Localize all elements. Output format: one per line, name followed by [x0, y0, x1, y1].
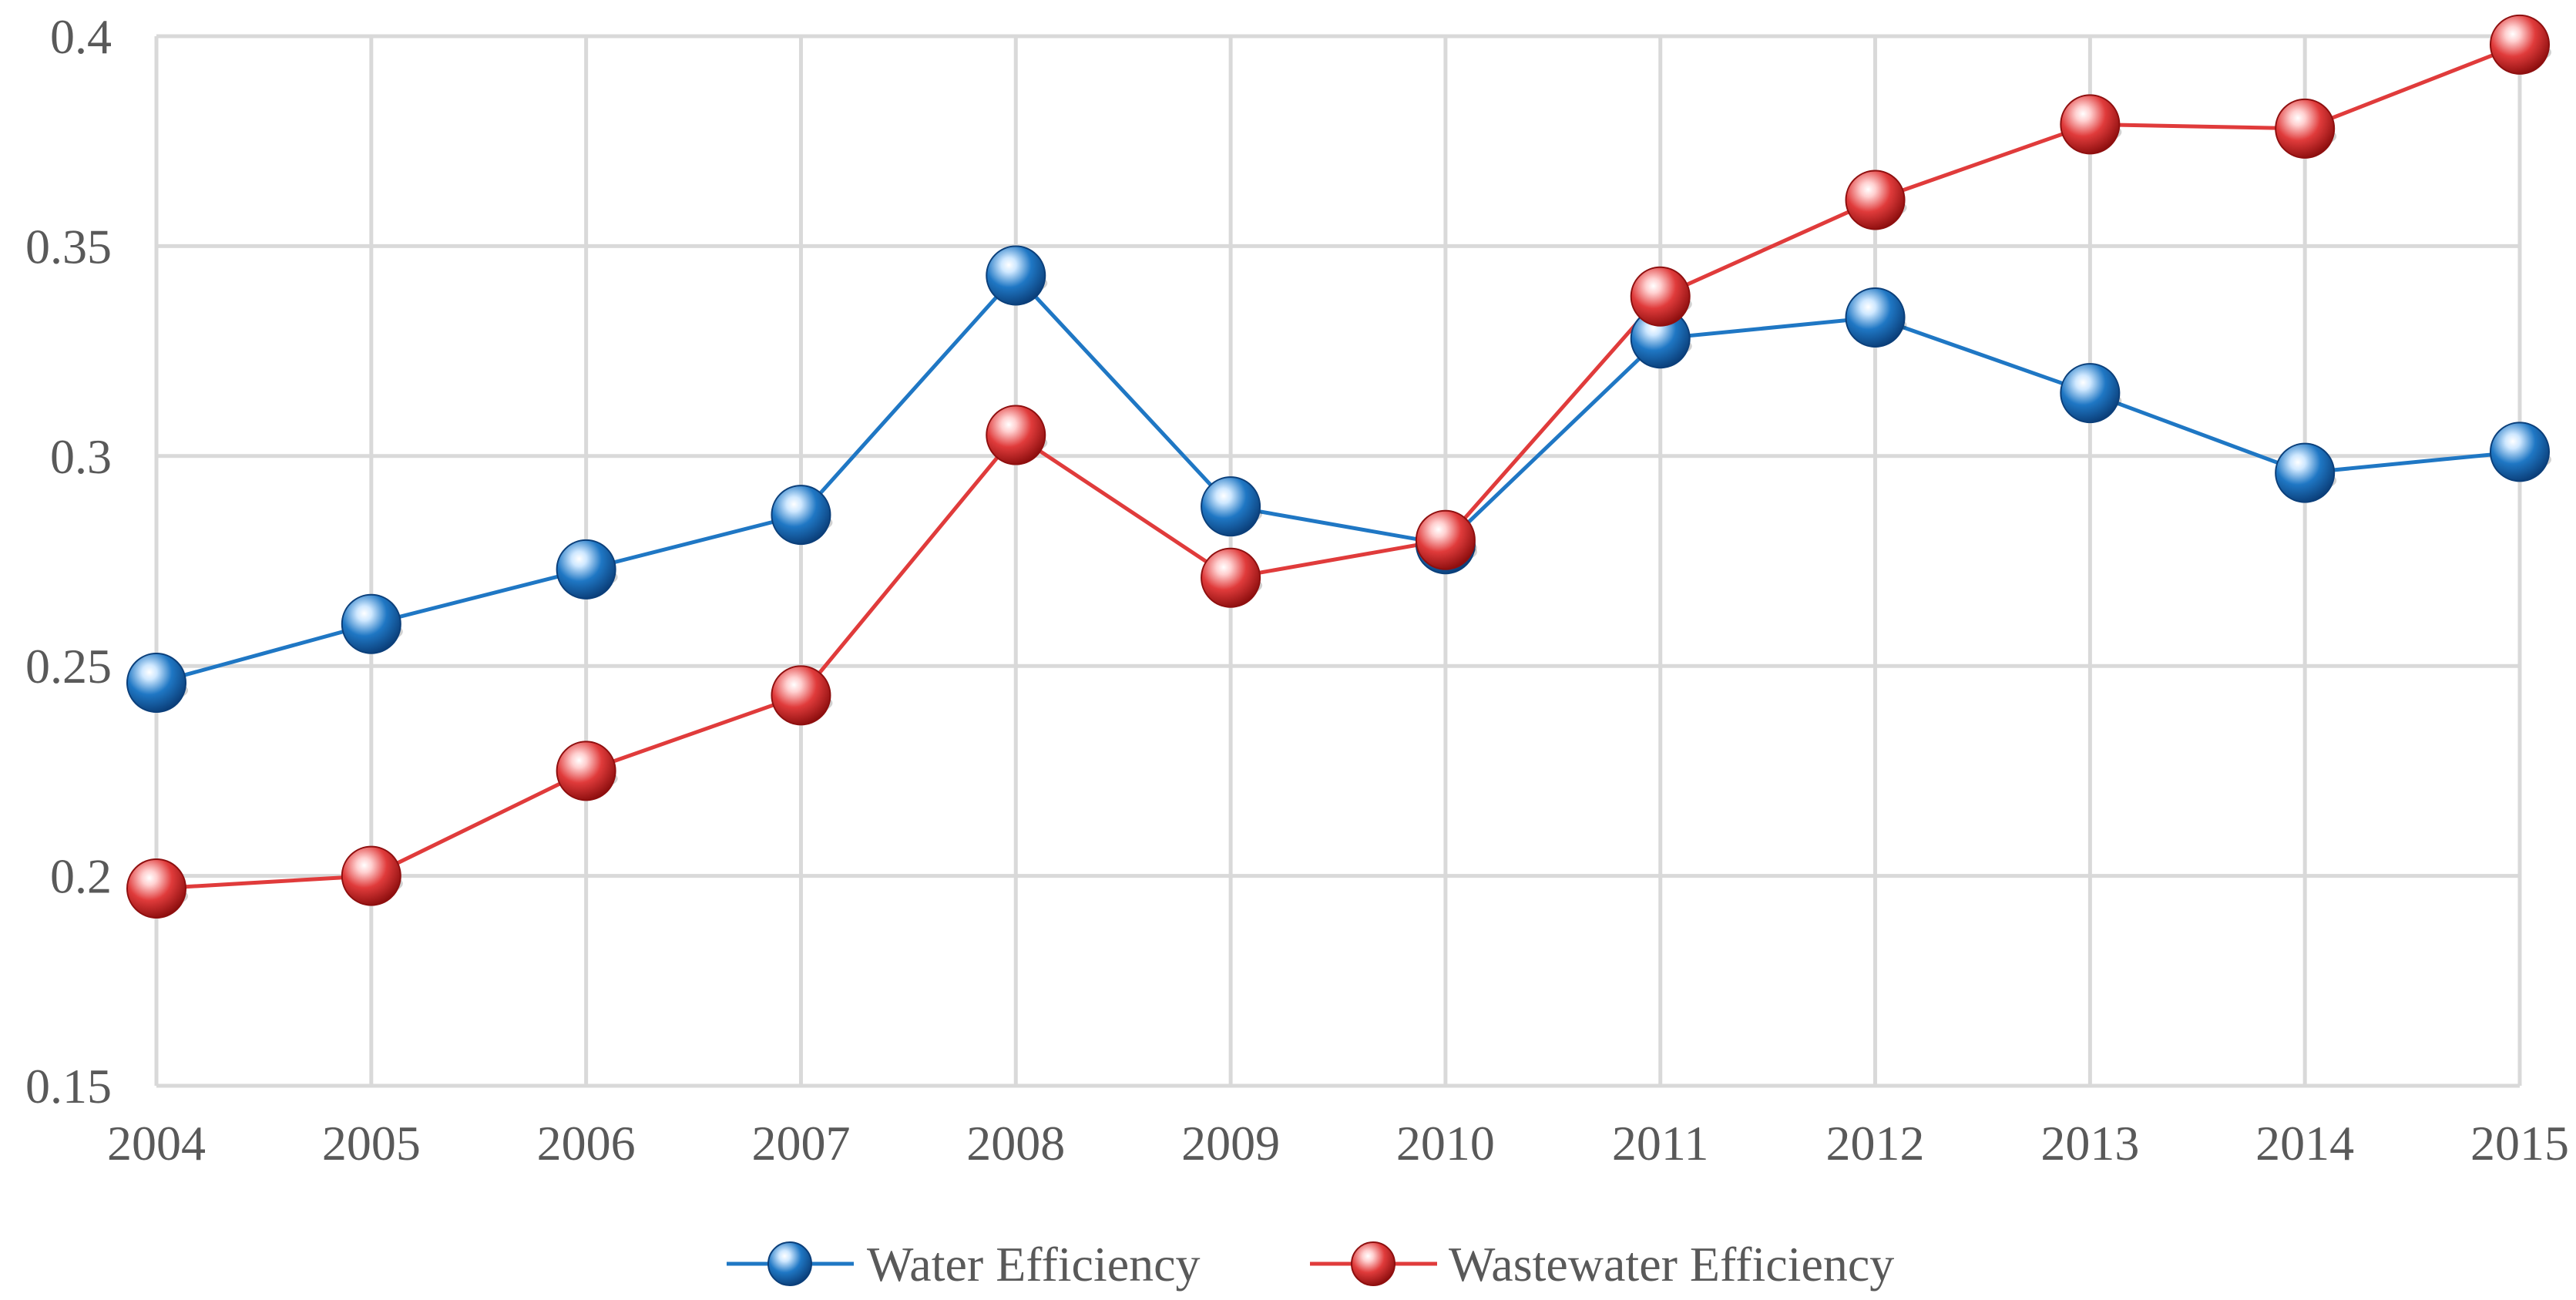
data-point: [126, 858, 186, 919]
x-tick-label: 2008: [966, 1116, 1065, 1171]
legend-label: Water Efficiency: [867, 1237, 1201, 1292]
series-lines: [156, 42, 2521, 891]
data-point: [556, 539, 616, 600]
legend-label: Wastewater Efficiency: [1449, 1237, 1894, 1292]
data-point: [1415, 509, 1476, 570]
x-tick-label: 2005: [322, 1116, 421, 1171]
data-point: [771, 665, 831, 726]
series-markers: [126, 14, 2551, 919]
data-point: [1201, 476, 1261, 537]
legend-marker: [1351, 1241, 1395, 1286]
x-tick-label: 2009: [1181, 1116, 1280, 1171]
data-point: [771, 485, 831, 546]
data-point: [2060, 363, 2121, 424]
data-point: [1845, 287, 1906, 348]
data-point: [2060, 94, 2121, 155]
series-line: [156, 274, 2521, 685]
series-line: [156, 42, 2521, 891]
data-point: [2275, 442, 2336, 503]
data-point: [2490, 14, 2550, 75]
y-tick-label: 0.35: [25, 219, 112, 274]
x-tick-label: 2006: [537, 1116, 636, 1171]
x-tick-label: 2014: [2255, 1116, 2354, 1171]
x-tick-label: 2015: [2470, 1116, 2569, 1171]
data-point: [1630, 266, 1691, 327]
legend-item: Water Efficiency: [727, 1237, 1201, 1292]
x-tick-label: 2004: [107, 1116, 206, 1171]
x-tick-label: 2013: [2040, 1116, 2139, 1171]
data-point: [2275, 98, 2336, 159]
y-tick-label: 0.2: [50, 849, 112, 904]
grid: [154, 34, 2522, 1088]
data-point: [986, 405, 1046, 465]
x-tick-label: 2010: [1396, 1116, 1495, 1171]
data-point: [126, 652, 186, 713]
y-tick-label: 0.25: [25, 639, 112, 694]
data-point: [986, 245, 1046, 306]
data-point: [1201, 547, 1261, 608]
x-tick-label: 2012: [1826, 1116, 1925, 1171]
data-point: [341, 845, 401, 906]
data-point: [556, 741, 616, 801]
y-tick-label: 0.15: [25, 1059, 112, 1114]
data-point: [1845, 170, 1906, 230]
x-tick-label: 2011: [1612, 1116, 1709, 1171]
legend-marker: [767, 1241, 812, 1286]
legend: Water Efficiency Wastewater Efficiency: [727, 1237, 1894, 1292]
data-point: [2490, 422, 2550, 482]
data-point: [341, 593, 401, 654]
y-tick-label: 0.4: [50, 9, 112, 64]
x-axis-tick-labels: 2004 2005 2006 2007 2008 2009 2010 2011 2012 2013…: [107, 1116, 2569, 1171]
x-tick-label: 2007: [751, 1116, 850, 1171]
y-tick-label: 0.3: [50, 429, 112, 484]
legend-item: Wastewater Efficiency: [1310, 1237, 1894, 1292]
y-axis-tick-labels: 0.15 0.2 0.25 0.3 0.35 0.4: [25, 9, 112, 1114]
